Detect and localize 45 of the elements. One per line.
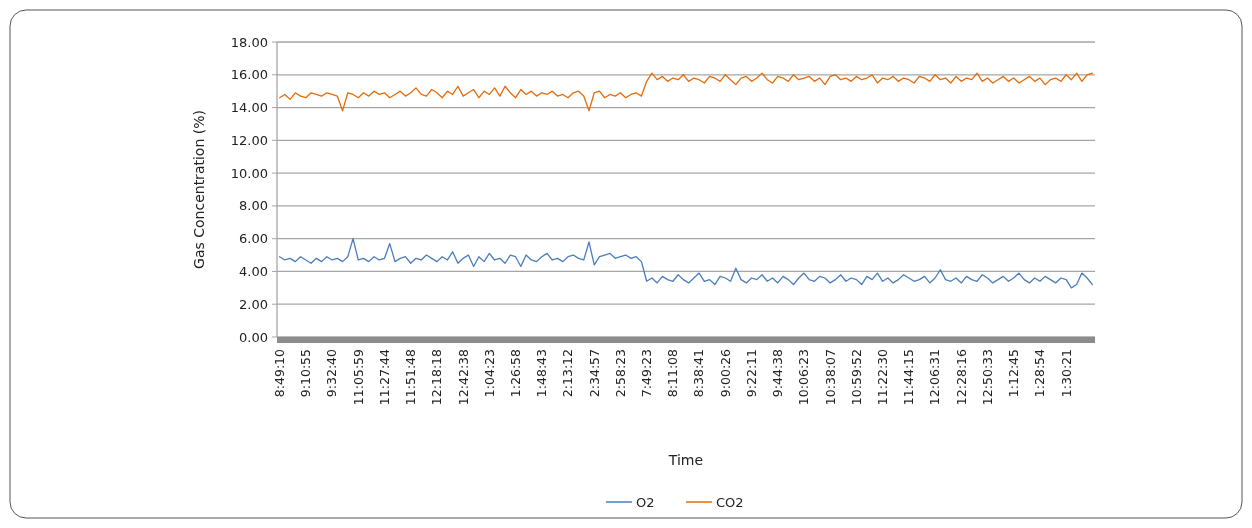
- y-tick-label: 18.00: [230, 34, 268, 50]
- y-axis-title: Gas Concentration (%): [190, 110, 207, 269]
- y-tick-label: 2.00: [239, 296, 268, 312]
- x-tick-label: 9:10:55: [298, 349, 314, 398]
- x-tick-label: 9:00:26: [717, 348, 733, 398]
- x-tick-label: 12:28:16: [953, 348, 969, 406]
- y-tick-label: 12.00: [230, 132, 268, 148]
- x-tick-label: 8:38:41: [691, 349, 707, 398]
- x-tick-label: 2:58:23: [612, 349, 628, 398]
- x-tick-label: 10:38:07: [822, 349, 838, 406]
- x-tick-label: 1:30:21: [1058, 349, 1074, 398]
- x-tick-label: 7:49:23: [639, 349, 655, 398]
- x-tick-label: 11:44:15: [901, 349, 917, 406]
- x-tick-label: 12:06:31: [927, 349, 943, 406]
- x-tick-label: 12:18:18: [429, 348, 445, 406]
- x-tick-label: 1:28:54: [1032, 348, 1048, 398]
- x-tick-label: 1:48:43: [534, 349, 550, 398]
- y-tick-label: 16.00: [230, 67, 268, 83]
- x-tick-label: 11:51:48: [403, 348, 419, 406]
- x-tick-label: 8:11:08: [665, 348, 681, 398]
- x-tick-label: 11:05:59: [350, 348, 366, 406]
- x-tick-label: 9:32:40: [324, 348, 340, 398]
- y-tick-label: 10.00: [230, 165, 268, 181]
- x-tick-label: 2:34:57: [586, 349, 602, 398]
- legend-label: CO2: [716, 494, 744, 510]
- y-tick-label: 8.00: [239, 198, 268, 214]
- x-tick-label: 10:59:52: [848, 349, 864, 406]
- x-tick-label: 9:22:11: [743, 349, 759, 398]
- y-tick-label: 14.00: [230, 100, 268, 116]
- x-tick-label: 10:06:23: [796, 349, 812, 406]
- x-tick-label: 1:04:23: [481, 349, 497, 398]
- x-tick-label: 12:42:38: [455, 348, 471, 406]
- x-tick-label: 11:27:44: [376, 348, 392, 406]
- y-tick-label: 0.00: [239, 329, 268, 345]
- x-tick-label: 8:49:10: [272, 348, 287, 398]
- x-tick-label: 11:22:30: [875, 348, 891, 406]
- x-tick-label: 1:12:45: [1006, 349, 1022, 398]
- x-axis-title: Time: [667, 452, 704, 468]
- legend-label: O2: [636, 494, 655, 510]
- x-tick-label: 2:13:12: [560, 349, 576, 398]
- x-tick-label: 9:44:38: [770, 348, 786, 398]
- x-tick-label: 1:26:58: [507, 348, 523, 398]
- x-tick-label: 12:50:33: [979, 349, 995, 406]
- y-tick-label: 4.00: [239, 263, 268, 279]
- y-tick-label: 6.00: [239, 231, 268, 247]
